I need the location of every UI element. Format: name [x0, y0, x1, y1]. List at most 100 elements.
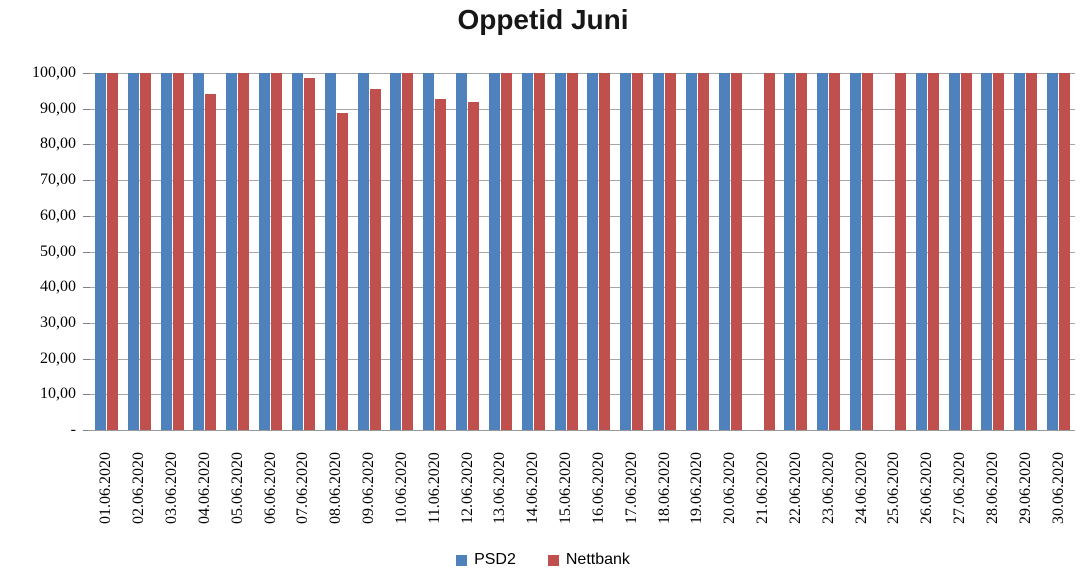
legend-item-psd2: PSD2	[456, 551, 516, 569]
x-axis-line	[88, 430, 1075, 431]
bar-psd2-01.06.2020	[94, 73, 106, 430]
x-tick-label: 03.06.2020	[163, 452, 181, 524]
x-tick-label: 30.06.2020	[1049, 452, 1067, 524]
bar-psd2-10.06.2020	[390, 73, 402, 430]
x-tick-label: 19.06.2020	[688, 452, 706, 524]
x-tick-label: 17.06.2020	[622, 452, 640, 524]
bar-psd2-06.06.2020	[259, 73, 271, 430]
bar-psd2-09.06.2020	[357, 73, 369, 430]
bar-nettbank-08.06.2020	[336, 113, 348, 430]
bar-psd2-13.06.2020	[488, 73, 500, 430]
bar-nettbank-23.06.2020	[829, 73, 841, 430]
bar-nettbank-24.06.2020	[862, 73, 874, 430]
x-tick-label: 18.06.2020	[655, 452, 673, 524]
x-tick-label: 20.06.2020	[721, 452, 739, 524]
gridline	[90, 287, 1075, 289]
bar-psd2-05.06.2020	[226, 73, 238, 430]
gridline	[90, 108, 1075, 110]
y-tick-label: 40,00	[40, 278, 76, 296]
bar-nettbank-04.06.2020	[205, 94, 217, 430]
legend-swatch-psd2-icon	[456, 554, 468, 566]
bar-nettbank-15.06.2020	[566, 73, 578, 430]
bar-nettbank-18.06.2020	[665, 73, 677, 430]
x-tick-label: 14.06.2020	[524, 452, 542, 524]
bar-psd2-08.06.2020	[324, 73, 336, 430]
x-tick-label: 06.06.2020	[261, 452, 279, 524]
x-tick-label: 25.06.2020	[885, 452, 903, 524]
bar-nettbank-14.06.2020	[533, 73, 545, 430]
bar-psd2-14.06.2020	[521, 73, 533, 430]
x-tick-label: 27.06.2020	[951, 452, 969, 524]
bar-nettbank-19.06.2020	[697, 73, 709, 430]
y-axis-tick	[83, 73, 90, 74]
bar-psd2-27.06.2020	[948, 73, 960, 430]
gridline	[90, 73, 1075, 74]
x-tick-label: 01.06.2020	[97, 452, 115, 524]
bar-psd2-28.06.2020	[981, 73, 993, 430]
x-tick-label: 15.06.2020	[557, 452, 575, 524]
y-axis-tick	[83, 251, 90, 253]
legend-label-psd2: PSD2	[474, 551, 516, 568]
bar-psd2-23.06.2020	[817, 73, 829, 430]
bar-nettbank-01.06.2020	[106, 73, 118, 430]
bar-nettbank-06.06.2020	[271, 73, 283, 430]
x-tick-label: 10.06.2020	[392, 452, 410, 524]
y-tick-label: 20,00	[40, 349, 76, 367]
x-tick-label: 05.06.2020	[228, 452, 246, 524]
bar-psd2-16.06.2020	[587, 73, 599, 430]
x-tick-label: 29.06.2020	[1016, 452, 1034, 524]
bar-psd2-30.06.2020	[1047, 73, 1059, 430]
y-axis-tick	[83, 394, 90, 396]
gridline	[90, 322, 1075, 324]
bar-nettbank-07.06.2020	[303, 77, 315, 430]
bar-nettbank-10.06.2020	[402, 73, 414, 430]
legend-item-nettbank: Nettbank	[547, 551, 630, 569]
gridline	[90, 144, 1075, 146]
x-tick-label: 23.06.2020	[819, 452, 837, 524]
x-tick-label: 08.06.2020	[327, 452, 345, 524]
y-axis-tick	[83, 108, 90, 110]
bar-psd2-07.06.2020	[291, 73, 303, 430]
legend-label-nettbank: Nettbank	[565, 551, 630, 568]
x-tick-label: 04.06.2020	[195, 452, 213, 524]
bar-psd2-18.06.2020	[653, 73, 665, 430]
bar-nettbank-26.06.2020	[927, 73, 939, 430]
bar-psd2-12.06.2020	[456, 73, 468, 430]
gridline	[90, 215, 1075, 217]
y-axis-tick	[83, 287, 90, 289]
bar-nettbank-25.06.2020	[894, 73, 906, 430]
bar-nettbank-20.06.2020	[730, 73, 742, 430]
bar-nettbank-22.06.2020	[796, 73, 808, 430]
bar-nettbank-28.06.2020	[993, 73, 1005, 430]
bar-psd2-02.06.2020	[127, 73, 139, 430]
gridline	[90, 394, 1075, 396]
gridline	[90, 251, 1075, 253]
y-axis-tick	[83, 144, 90, 146]
legend: PSD2 Nettbank	[0, 551, 1086, 569]
y-tick-label: 100,00	[32, 64, 76, 81]
bar-psd2-22.06.2020	[784, 73, 796, 430]
x-tick-label: 24.06.2020	[852, 452, 870, 524]
y-tick-label: 30,00	[40, 313, 76, 331]
x-tick-label: 11.06.2020	[425, 452, 443, 524]
bar-nettbank-16.06.2020	[599, 73, 611, 430]
y-tick-label: 90,00	[40, 99, 76, 117]
bar-nettbank-02.06.2020	[139, 73, 151, 430]
x-tick-label: 22.06.2020	[786, 452, 804, 524]
bar-nettbank-21.06.2020	[763, 73, 775, 430]
bar-nettbank-27.06.2020	[960, 73, 972, 430]
bar-psd2-26.06.2020	[915, 73, 927, 430]
bar-psd2-19.06.2020	[685, 73, 697, 430]
bar-nettbank-11.06.2020	[435, 98, 447, 430]
bar-nettbank-30.06.2020	[1059, 73, 1071, 430]
gridline	[90, 358, 1075, 360]
bar-nettbank-03.06.2020	[172, 73, 184, 430]
gridline	[90, 180, 1075, 182]
y-axis-tick	[83, 180, 90, 182]
x-tick-label: 21.06.2020	[754, 452, 772, 524]
y-tick-label: 80,00	[40, 135, 76, 153]
bar-nettbank-12.06.2020	[468, 101, 480, 430]
x-tick-label: 07.06.2020	[294, 452, 312, 524]
y-tick-label: 60,00	[40, 206, 76, 224]
